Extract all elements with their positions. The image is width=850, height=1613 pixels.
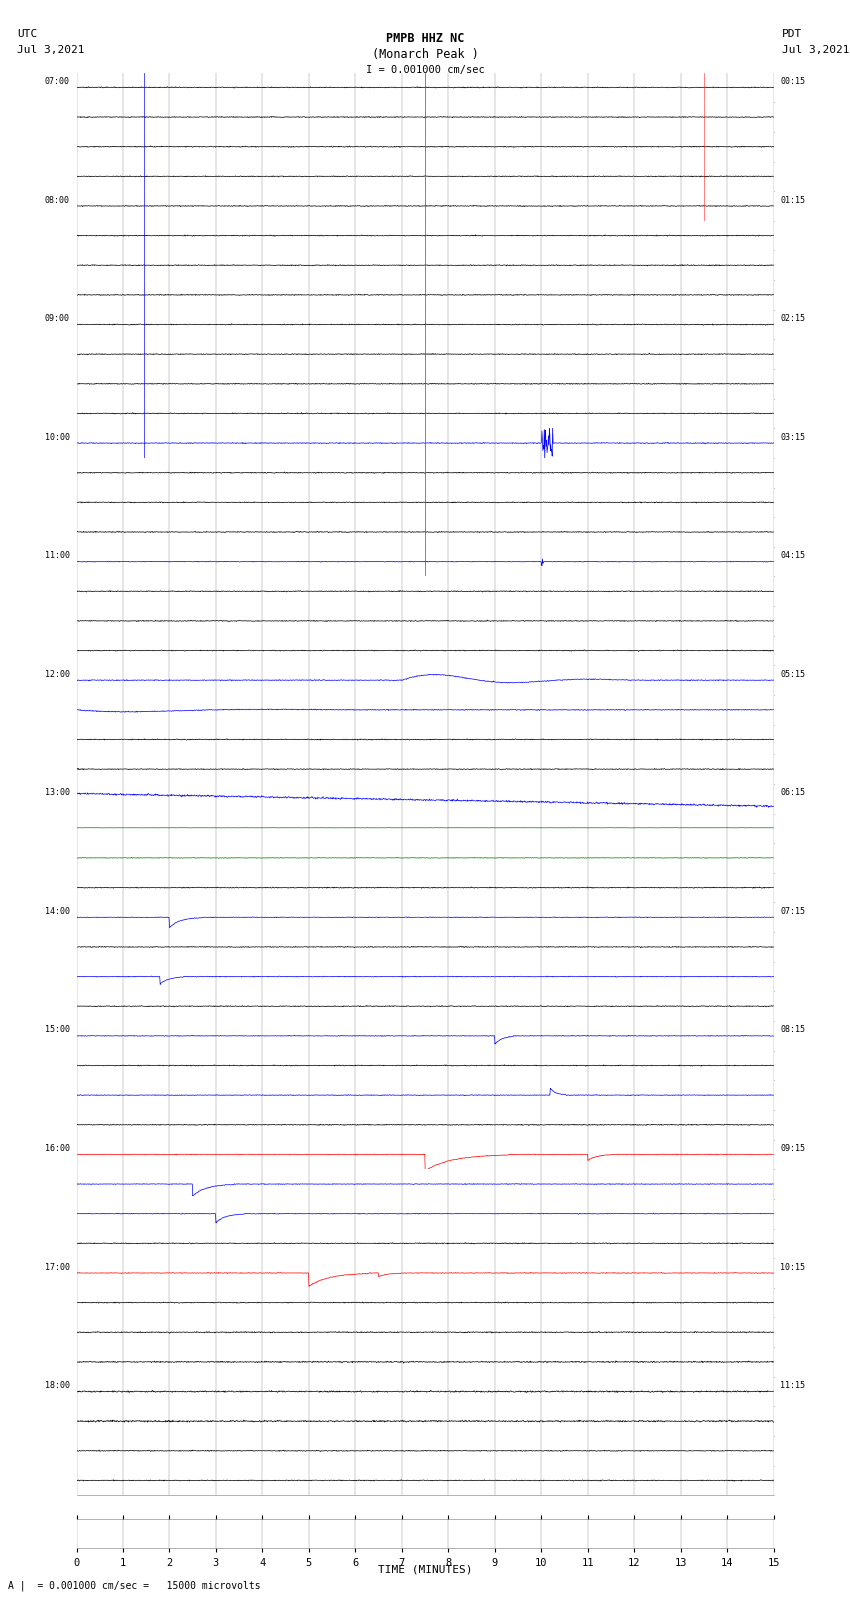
Text: (Monarch Peak ): (Monarch Peak ) <box>371 48 479 61</box>
Text: 10:15: 10:15 <box>780 1263 806 1271</box>
Text: 02:15: 02:15 <box>780 315 806 323</box>
Text: I = 0.001000 cm/sec: I = 0.001000 cm/sec <box>366 65 484 74</box>
Text: 10:00: 10:00 <box>44 432 70 442</box>
Text: 03:15: 03:15 <box>780 432 806 442</box>
Text: 18:00: 18:00 <box>44 1381 70 1390</box>
Text: 17:00: 17:00 <box>44 1263 70 1271</box>
Text: 09:15: 09:15 <box>780 1144 806 1153</box>
Text: PMPB HHZ NC: PMPB HHZ NC <box>386 32 464 45</box>
Text: 15:00: 15:00 <box>44 1026 70 1034</box>
Text: 14:00: 14:00 <box>44 907 70 916</box>
Text: UTC: UTC <box>17 29 37 39</box>
Text: 12:00: 12:00 <box>44 669 70 679</box>
Text: PDT: PDT <box>782 29 802 39</box>
Text: Jul 3,2021: Jul 3,2021 <box>17 45 84 55</box>
Text: 05:15: 05:15 <box>780 669 806 679</box>
Text: 16:00: 16:00 <box>44 1144 70 1153</box>
Text: Jul 3,2021: Jul 3,2021 <box>782 45 849 55</box>
Text: 08:00: 08:00 <box>44 195 70 205</box>
Text: 04:15: 04:15 <box>780 552 806 560</box>
Text: 01:15: 01:15 <box>780 195 806 205</box>
Text: 11:15: 11:15 <box>780 1381 806 1390</box>
Text: 00:15: 00:15 <box>780 77 806 85</box>
Text: 07:15: 07:15 <box>780 907 806 916</box>
Text: 07:00: 07:00 <box>44 77 70 85</box>
Text: 09:00: 09:00 <box>44 315 70 323</box>
Text: 06:15: 06:15 <box>780 789 806 797</box>
Text: 13:00: 13:00 <box>44 789 70 797</box>
Text: A |  = 0.001000 cm/sec =   15000 microvolts: A | = 0.001000 cm/sec = 15000 microvolts <box>8 1581 261 1592</box>
Text: TIME (MINUTES): TIME (MINUTES) <box>377 1565 473 1574</box>
Text: 08:15: 08:15 <box>780 1026 806 1034</box>
Text: 11:00: 11:00 <box>44 552 70 560</box>
